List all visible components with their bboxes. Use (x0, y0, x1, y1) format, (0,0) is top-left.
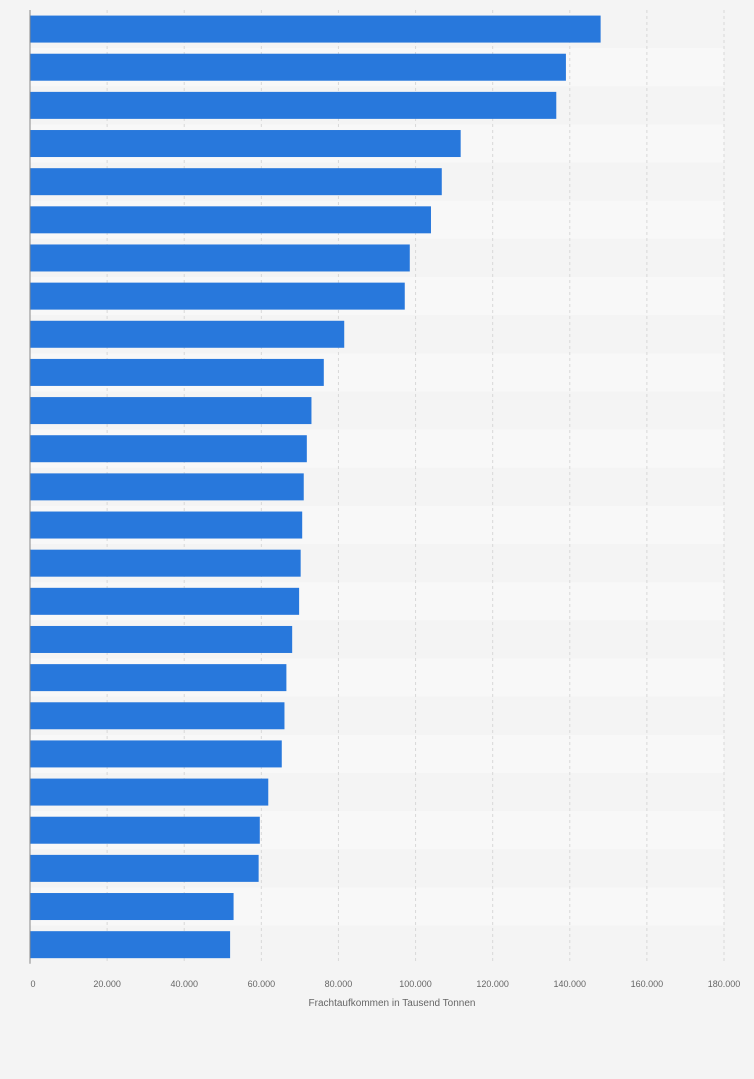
bar (30, 435, 307, 463)
bar (30, 587, 300, 615)
x-tick-label: 0 (30, 979, 35, 989)
x-axis-tick-labels: 0 20.000 40.000 60.000 80.000 100.000 120.000 1… (30, 979, 740, 989)
bar (30, 778, 269, 806)
bar (30, 473, 304, 501)
bar (30, 549, 301, 577)
bar (30, 625, 293, 653)
x-tick-label: 140.000 (554, 979, 587, 989)
x-tick-label: 80.000 (325, 979, 353, 989)
bar (30, 320, 345, 348)
x-tick-label: 40.000 (170, 979, 198, 989)
bar (30, 816, 260, 844)
bar (30, 931, 231, 959)
x-tick-label: 100.000 (399, 979, 432, 989)
bar (30, 168, 442, 196)
x-tick-label: 60.000 (248, 979, 276, 989)
bar (30, 206, 431, 234)
bar (30, 893, 234, 921)
bar (30, 91, 557, 119)
x-tick-label: 120.000 (476, 979, 509, 989)
bar (30, 511, 303, 539)
bar (30, 53, 566, 81)
x-tick-label: 20.000 (93, 979, 121, 989)
bar (30, 702, 285, 730)
bar (30, 130, 461, 158)
bar (30, 358, 324, 386)
x-tick-label: 180.000 (708, 979, 741, 989)
bar (30, 854, 259, 882)
bar (30, 15, 601, 43)
bar (30, 397, 312, 425)
bar (30, 740, 282, 768)
bars (30, 15, 601, 959)
x-axis-title: Frachtaufkommen in Tausend Tonnen (309, 998, 476, 1009)
bar (30, 244, 410, 272)
bar (30, 282, 405, 310)
x-tick-label: 160.000 (631, 979, 664, 989)
bar (30, 664, 287, 692)
